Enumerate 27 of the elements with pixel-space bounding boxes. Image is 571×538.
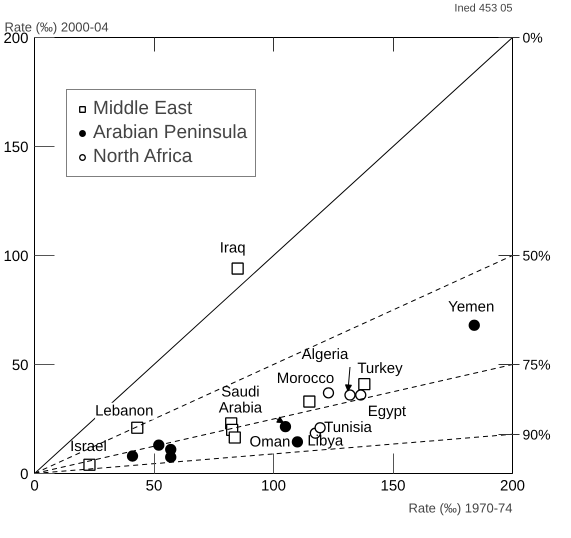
y-tick-label: 100 bbox=[3, 248, 29, 265]
series-label: 75% bbox=[522, 356, 551, 372]
annotation: Egypt bbox=[368, 403, 407, 420]
legend-label: Arabian Peninsula bbox=[93, 122, 248, 144]
legend-label: North Africa bbox=[93, 146, 192, 168]
annotation: Iraq bbox=[220, 240, 246, 257]
x-axis-title: Rate (‰) 1970-74 bbox=[408, 500, 513, 516]
annotation: Morocco bbox=[276, 370, 334, 387]
series-label: 0% bbox=[522, 30, 543, 46]
x-tick-label: 150 bbox=[380, 478, 406, 494]
x-tick-label: 100 bbox=[260, 478, 286, 494]
annotation: Oman bbox=[250, 433, 290, 450]
series-label: 50% bbox=[522, 248, 551, 264]
annotation: Israel bbox=[70, 438, 107, 455]
annotation: Algeria bbox=[302, 346, 349, 364]
y-tick-label: 150 bbox=[3, 139, 29, 156]
series-label: 90% bbox=[522, 426, 551, 442]
legend-label: Middle East bbox=[93, 98, 192, 120]
text: Ined 453 05 bbox=[454, 2, 513, 14]
annotation: Yemen bbox=[448, 298, 494, 316]
y-tick-label: 0 bbox=[20, 466, 28, 483]
annotation: Lebanon bbox=[95, 402, 154, 420]
y-tick-label: 50 bbox=[12, 357, 29, 374]
annotation: Turkey bbox=[357, 360, 404, 378]
annotation: Saudi Arabia bbox=[218, 383, 263, 417]
x-tick-label: 50 bbox=[146, 478, 162, 494]
x-tick-label: 200 bbox=[500, 478, 526, 494]
